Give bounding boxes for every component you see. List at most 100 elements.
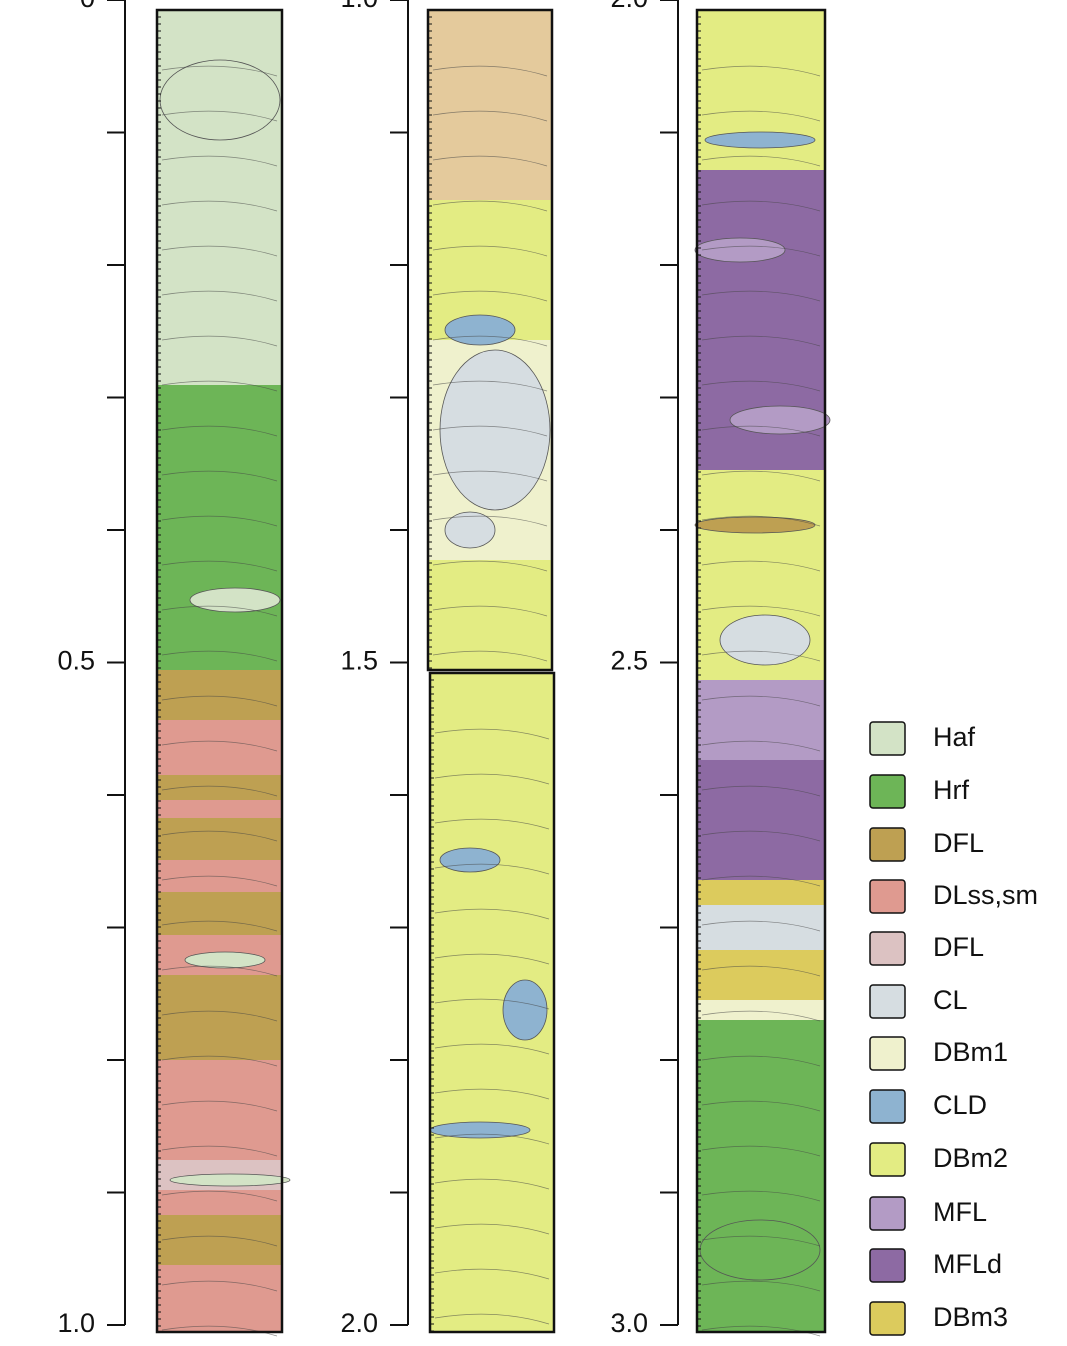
lamination xyxy=(434,728,550,740)
legend-swatch xyxy=(869,1248,906,1283)
lamination xyxy=(432,335,548,347)
legend-swatch xyxy=(869,1089,906,1124)
legend-label: DLss,sm xyxy=(933,880,1038,910)
legend-label: DFL xyxy=(933,932,984,962)
core-blob xyxy=(169,1173,291,1187)
lamination xyxy=(701,470,821,482)
lamination xyxy=(161,380,278,392)
lamination xyxy=(701,785,821,797)
core-layer xyxy=(697,760,825,880)
depth-label: 1.0 xyxy=(340,0,378,13)
core-blob xyxy=(444,511,496,549)
core-layer xyxy=(697,950,825,1000)
lamination xyxy=(432,605,548,617)
core-layer xyxy=(428,560,552,670)
legend-label: DBm1 xyxy=(933,1037,1008,1067)
lamination xyxy=(432,245,548,257)
lamination xyxy=(161,785,278,797)
lamination xyxy=(434,1043,550,1055)
lamination xyxy=(432,380,548,392)
legend-swatch xyxy=(869,721,906,756)
lamination xyxy=(701,1190,821,1202)
lamination xyxy=(161,515,278,527)
core-outline xyxy=(428,671,556,1334)
lamination xyxy=(701,605,821,617)
lamination xyxy=(432,200,548,212)
legend-label: DBm3 xyxy=(933,1302,1008,1332)
core-blob xyxy=(159,59,281,141)
lamination xyxy=(701,245,821,257)
lamination xyxy=(432,290,548,302)
lamination xyxy=(701,425,821,437)
lamination xyxy=(161,335,278,347)
core-blob xyxy=(444,314,516,346)
lamination xyxy=(701,290,821,302)
lamination xyxy=(161,875,278,887)
lamination xyxy=(161,695,278,707)
core-layer xyxy=(697,905,825,950)
lamination xyxy=(161,920,278,932)
legend-label: Haf xyxy=(933,722,976,752)
lamination xyxy=(434,1088,550,1100)
legend-swatch xyxy=(869,1142,906,1177)
lamination xyxy=(701,515,821,527)
core-layer xyxy=(157,720,282,775)
core-layer xyxy=(697,1020,825,1332)
lamination xyxy=(701,740,821,752)
core-layer xyxy=(157,975,282,1060)
depth-label: 0.5 xyxy=(57,646,95,676)
lamination xyxy=(161,1145,278,1157)
core-column xyxy=(155,8,291,1337)
depth-label: 1.0 xyxy=(57,1308,95,1338)
lamination xyxy=(432,515,548,527)
legend-swatch xyxy=(869,1196,906,1231)
legend-label: MFLd xyxy=(933,1249,1002,1279)
core-blob xyxy=(429,1121,531,1139)
core-outline xyxy=(155,8,284,1334)
lamination xyxy=(434,908,550,920)
core-blob xyxy=(694,516,816,534)
lamination xyxy=(701,1010,821,1022)
lamination xyxy=(434,1178,550,1190)
core-blob xyxy=(719,614,811,666)
lamination xyxy=(701,335,821,347)
core-layer xyxy=(157,385,282,670)
core-outline xyxy=(426,8,554,672)
lamination xyxy=(701,1235,821,1247)
lamination xyxy=(161,290,278,302)
core-blob xyxy=(704,131,816,149)
lamination xyxy=(434,1313,550,1325)
legend-label: MFL xyxy=(933,1197,987,1227)
lamination xyxy=(701,965,821,977)
lamination xyxy=(432,155,548,167)
core-layer xyxy=(157,1060,282,1160)
core-layer xyxy=(157,892,282,935)
lamination xyxy=(434,1223,550,1235)
core-layer xyxy=(157,860,282,892)
lamination xyxy=(161,965,278,977)
depth-label: 0 xyxy=(80,0,95,13)
lamination xyxy=(161,155,278,167)
legend-label: Hrf xyxy=(933,775,969,805)
lamination xyxy=(701,650,821,662)
core-layer xyxy=(157,800,282,818)
lamination xyxy=(161,1280,278,1292)
lamination xyxy=(434,1133,550,1145)
legend-swatch xyxy=(869,984,906,1019)
legend-label: CL xyxy=(933,985,968,1015)
lamination xyxy=(701,560,821,572)
core-layer xyxy=(157,1190,282,1215)
legend-swatch xyxy=(869,827,906,862)
lamination xyxy=(161,560,278,572)
lamination xyxy=(161,650,278,662)
lamination xyxy=(701,65,821,77)
core-layer xyxy=(697,680,825,760)
core-layer xyxy=(428,10,552,200)
legend-swatch xyxy=(869,1301,906,1336)
core-layer xyxy=(697,880,825,905)
depth-label: 3.0 xyxy=(610,1308,648,1338)
depth-label: 2.5 xyxy=(610,646,648,676)
lamination xyxy=(432,425,548,437)
core-blob xyxy=(439,847,501,873)
